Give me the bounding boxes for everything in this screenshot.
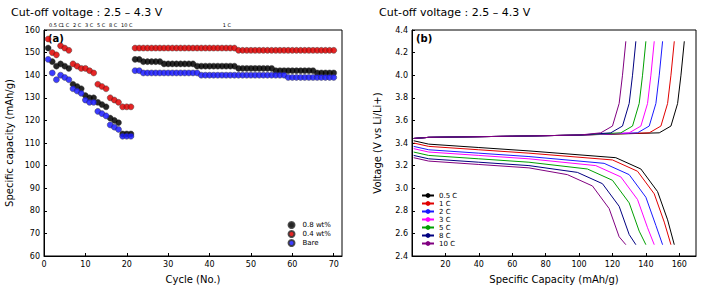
svg-text:2.4: 2.4 [395,252,408,261]
svg-text:(b): (b) [416,33,432,44]
svg-text:1 C: 1 C [439,200,451,208]
svg-text:4.0: 4.0 [395,71,408,80]
svg-text:0.5 C: 0.5 C [439,192,457,200]
svg-text:60: 60 [30,252,40,261]
svg-text:100: 100 [25,161,40,170]
svg-text:0: 0 [41,260,46,269]
svg-text:120: 120 [605,260,620,269]
svg-text:10: 10 [80,260,90,269]
svg-text:0.4 wt%: 0.4 wt% [303,230,332,238]
svg-text:1 C: 1 C [61,22,70,28]
svg-text:Cut-off voltage : 2.5 – 4.3 V: Cut-off voltage : 2.5 – 4.3 V [379,6,531,19]
svg-text:140: 140 [638,260,653,269]
svg-text:30: 30 [163,260,173,269]
svg-text:8 C: 8 C [439,232,451,240]
svg-text:1 C: 1 C [223,22,232,28]
svg-text:60: 60 [287,260,297,269]
svg-text:10 C: 10 C [121,22,133,28]
svg-text:3.2: 3.2 [395,161,408,170]
svg-text:Specific capacity (mAh/g): Specific capacity (mAh/g) [4,79,15,207]
svg-text:20: 20 [122,260,132,269]
svg-text:70: 70 [30,229,40,238]
svg-text:Cycle (No.): Cycle (No.) [166,274,221,285]
svg-text:120: 120 [25,116,40,125]
svg-text:4.4: 4.4 [395,26,408,35]
svg-text:3.4: 3.4 [395,139,408,148]
svg-text:Voltage (V vs Li/Li+): Voltage (V vs Li/Li+) [372,92,383,193]
svg-text:40: 40 [474,260,484,269]
svg-text:4.2: 4.2 [395,48,408,57]
svg-text:0.5 C: 0.5 C [49,21,62,28]
svg-text:2 C: 2 C [73,22,82,28]
svg-text:50: 50 [246,260,256,269]
svg-text:150: 150 [25,48,40,57]
svg-text:3 C: 3 C [439,216,451,224]
svg-text:0.8 wt%: 0.8 wt% [303,221,332,229]
svg-text:160: 160 [25,26,40,35]
svg-text:70: 70 [329,260,339,269]
svg-text:3.0: 3.0 [395,184,408,193]
svg-text:100: 100 [571,260,586,269]
svg-text:(a): (a) [48,32,64,44]
svg-text:90: 90 [30,184,40,193]
svg-text:Bare: Bare [303,239,319,247]
svg-text:40: 40 [204,260,214,269]
svg-text:8 C: 8 C [109,22,118,28]
svg-text:Specific Capacity (mAh/g): Specific Capacity (mAh/g) [489,274,619,285]
svg-text:2.6: 2.6 [395,229,408,238]
svg-text:2.8: 2.8 [395,206,408,215]
svg-text:3.8: 3.8 [395,93,408,102]
svg-text:110: 110 [25,139,40,148]
svg-text:10 C: 10 C [439,240,455,248]
svg-text:130: 130 [25,93,40,102]
svg-text:2 C: 2 C [439,208,451,216]
svg-text:80: 80 [30,206,40,215]
svg-text:80: 80 [541,260,551,269]
svg-text:5 C: 5 C [439,224,451,232]
svg-text:3.6: 3.6 [395,116,408,125]
svg-text:20: 20 [440,260,450,269]
svg-text:3 C: 3 C [85,22,94,28]
svg-text:60: 60 [507,260,517,269]
svg-text:160: 160 [672,260,687,269]
svg-text:5 C: 5 C [97,22,106,28]
svg-text:140: 140 [25,71,40,80]
svg-text:Cut-off voltage : 2.5 – 4.3 V: Cut-off voltage : 2.5 – 4.3 V [11,6,163,19]
